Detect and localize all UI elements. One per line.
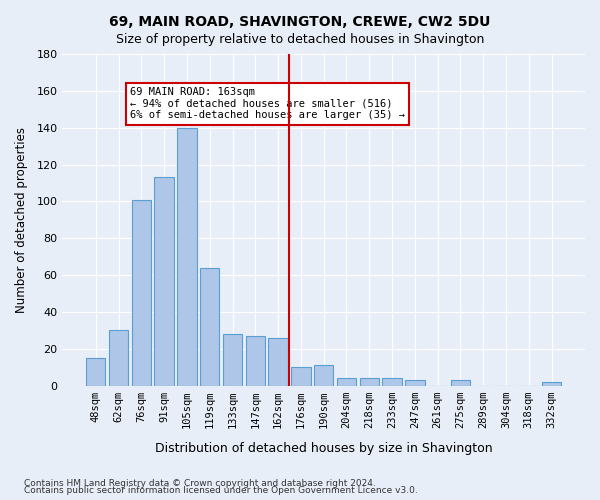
- Bar: [314, 366, 334, 386]
- Bar: [154, 178, 174, 386]
- Text: 69 MAIN ROAD: 163sqm
← 94% of detached houses are smaller (516)
6% of semi-detac: 69 MAIN ROAD: 163sqm ← 94% of detached h…: [130, 87, 405, 120]
- Bar: [542, 382, 561, 386]
- Y-axis label: Number of detached properties: Number of detached properties: [15, 127, 28, 313]
- Text: Size of property relative to detached houses in Shavington: Size of property relative to detached ho…: [116, 32, 484, 46]
- Bar: [109, 330, 128, 386]
- Bar: [177, 128, 197, 386]
- Bar: [86, 358, 106, 386]
- Bar: [359, 378, 379, 386]
- Text: Contains HM Land Registry data © Crown copyright and database right 2024.: Contains HM Land Registry data © Crown c…: [24, 478, 376, 488]
- Text: Contains public sector information licensed under the Open Government Licence v3: Contains public sector information licen…: [24, 486, 418, 495]
- X-axis label: Distribution of detached houses by size in Shavington: Distribution of detached houses by size …: [155, 442, 493, 455]
- Bar: [131, 200, 151, 386]
- Bar: [223, 334, 242, 386]
- Text: 69, MAIN ROAD, SHAVINGTON, CREWE, CW2 5DU: 69, MAIN ROAD, SHAVINGTON, CREWE, CW2 5D…: [109, 15, 491, 29]
- Bar: [200, 268, 220, 386]
- Bar: [291, 368, 311, 386]
- Bar: [382, 378, 402, 386]
- Bar: [405, 380, 425, 386]
- Bar: [268, 338, 288, 386]
- Bar: [245, 336, 265, 386]
- Bar: [337, 378, 356, 386]
- Bar: [451, 380, 470, 386]
